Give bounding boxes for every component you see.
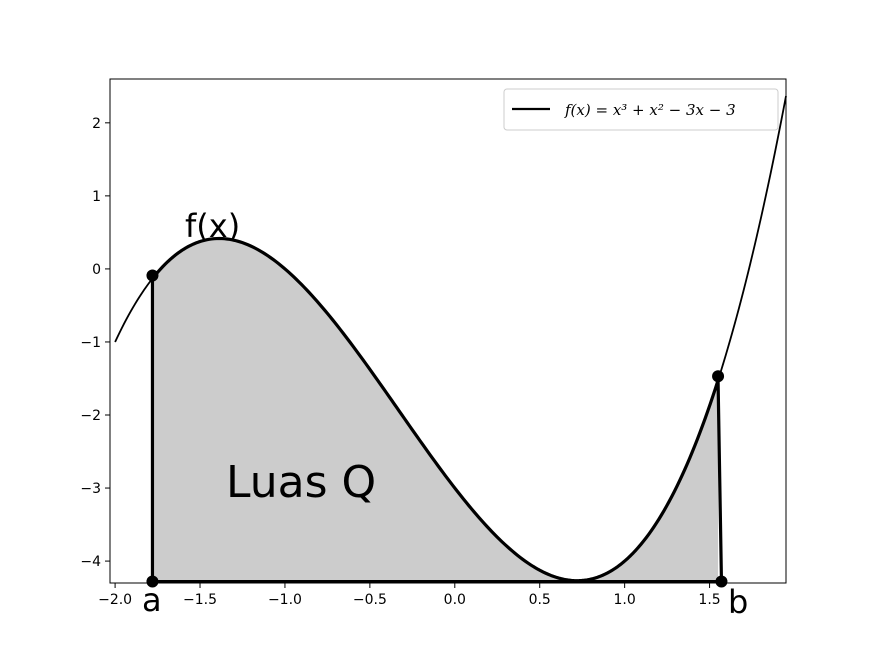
curve-label: f(x) — [185, 207, 240, 245]
shaded-area — [152, 238, 719, 582]
y-axis: 2 1 0 −1 −2 −3 −4 — [80, 116, 110, 570]
area-label: Luas Q — [226, 457, 376, 508]
data-point — [715, 575, 728, 588]
x-tick-label: 0.5 — [529, 592, 551, 608]
x-tick-label: −1.0 — [268, 592, 302, 608]
x-tick-label: 0.0 — [444, 592, 466, 608]
legend: f(x) = x³ + x² − 3x − 3 — [503, 88, 779, 131]
legend-box — [503, 88, 779, 131]
x-tick-label: 1.0 — [614, 592, 636, 608]
y-tick-label: −2 — [80, 408, 101, 424]
b-label: b — [728, 583, 748, 621]
y-tick-label: −1 — [80, 335, 101, 351]
curve-layer — [114, 95, 787, 582]
data-point — [146, 575, 159, 588]
x-axis: −2.0 −1.5 −1.0 −0.5 0.0 0.5 1.0 1.5 — [98, 583, 721, 608]
data-point — [146, 269, 159, 282]
legend-label: f(x) = x³ + x² − 3x − 3 — [564, 101, 736, 119]
a-label: a — [142, 581, 162, 619]
data-point — [712, 370, 725, 383]
x-tick-label: −1.5 — [183, 592, 217, 608]
y-tick-label: 2 — [92, 116, 101, 132]
x-tick-label: −0.5 — [353, 592, 387, 608]
plot-frame — [109, 78, 787, 584]
y-tick-label: 1 — [92, 189, 101, 205]
x-tick-label: −2.0 — [98, 592, 132, 608]
x-tick-label: 1.5 — [698, 592, 720, 608]
marker-layer — [146, 269, 728, 588]
series-curve — [114, 95, 787, 582]
y-tick-label: −3 — [80, 481, 101, 497]
y-tick-label: 0 — [92, 262, 101, 278]
y-tick-label: −4 — [80, 554, 101, 570]
